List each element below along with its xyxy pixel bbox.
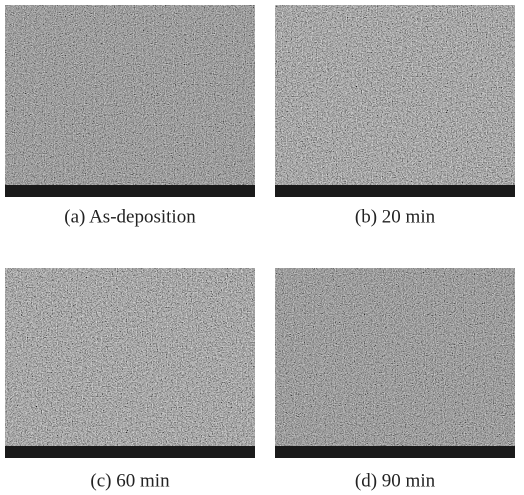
caption: (d) 90 min (355, 470, 436, 491)
caption: (c) 60 min (90, 470, 170, 491)
info-bar (5, 446, 255, 458)
info-bar (275, 185, 515, 197)
panel-c: (c) 60 min (5, 268, 255, 491)
micrograph (5, 5, 255, 197)
micrograph (275, 268, 515, 458)
caption: (b) 20 min (355, 206, 436, 227)
panel-a: (a) As-deposition (5, 5, 255, 227)
panel-b: (b) 20 min (275, 5, 515, 227)
panel-d: (d) 90 min (275, 268, 515, 491)
micrograph (5, 268, 255, 458)
figure: (a) As-deposition (b) 20 min (c) 60 min … (0, 0, 524, 495)
info-bar (275, 446, 515, 458)
caption: (a) As-deposition (64, 206, 196, 227)
info-bar (5, 185, 255, 197)
micrograph (275, 5, 515, 197)
